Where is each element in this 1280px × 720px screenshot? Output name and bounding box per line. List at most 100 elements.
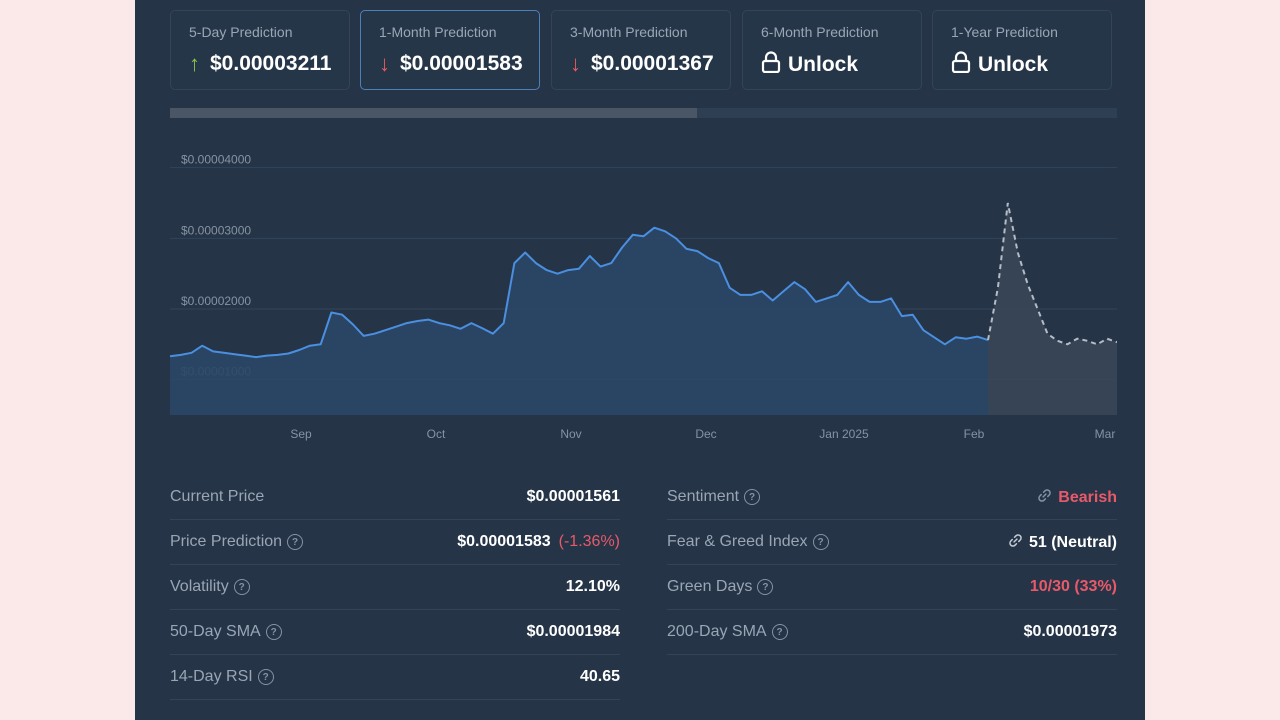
card-label: 6-Month Prediction <box>761 24 879 40</box>
x-tick-label: Feb <box>964 427 985 441</box>
card-label: 5-Day Prediction <box>189 24 293 40</box>
stat-label: Current Price <box>170 488 265 505</box>
stat-row-fear-greed-index: Fear & Greed Index? 51 (Neutral) <box>667 520 1117 565</box>
x-tick-label: Sep <box>290 427 312 441</box>
stat-label: Sentiment <box>667 488 740 505</box>
timeframe-progress-bar[interactable] <box>170 108 1117 118</box>
stat-row-current-price: Current Price $0.00001561 <box>170 475 620 520</box>
stat-label-wrap: 14-Day RSI? <box>170 668 274 686</box>
stat-value-wrap: 12.10% <box>566 578 620 596</box>
forecast-area <box>988 203 1117 415</box>
help-icon[interactable]: ? <box>287 534 304 550</box>
help-icon[interactable]: ? <box>257 669 274 685</box>
stats-left-column: Current Price $0.00001561 Price Predicti… <box>170 475 620 700</box>
x-tick-label: Dec <box>695 427 716 441</box>
arrow-down-icon: ↓ <box>379 51 390 76</box>
x-tick-label: Oct <box>427 427 446 441</box>
arrow-up-icon: ↑ <box>189 51 200 76</box>
card-value: $0.00001367 <box>591 52 714 75</box>
card-value: $0.00001583 <box>400 52 523 75</box>
sentiment-link[interactable]: Bearish <box>1037 488 1117 508</box>
stat-label-wrap: Price Prediction? <box>170 533 304 551</box>
card-label: 3-Month Prediction <box>570 24 688 40</box>
help-icon[interactable]: ? <box>233 579 250 595</box>
stat-label: Volatility <box>170 578 229 595</box>
stat-value: 40.65 <box>579 668 620 685</box>
card-label: 1-Year Prediction <box>951 24 1058 40</box>
stats-right-column: Sentiment? Bearish Fear & Greed Index? 5… <box>667 475 1117 655</box>
card-value-wrap: Unlock <box>761 51 858 79</box>
stat-row-200-day-sma: 200-Day SMA? $0.00001973 <box>667 610 1117 655</box>
card-1-month-prediction[interactable]: 1-Month Prediction ↓ $0.00001583 <box>360 10 540 90</box>
card-value-wrap: ↓ $0.00001583 <box>379 51 523 77</box>
stat-row-50-day-sma: 50-Day SMA? $0.00001984 <box>170 610 620 655</box>
help-icon[interactable]: ? <box>265 624 282 640</box>
card-1-year-prediction[interactable]: 1-Year Prediction Unlock <box>932 10 1112 90</box>
stat-label: Price Prediction <box>170 533 283 550</box>
lock-icon <box>951 51 971 79</box>
stat-value: 10/30 (33%) <box>1029 578 1117 595</box>
help-icon[interactable]: ? <box>757 579 774 595</box>
stat-row-14-day-rsi: 14-Day RSI? 40.65 <box>170 655 620 700</box>
stat-label: 14-Day RSI <box>170 668 253 685</box>
stat-row-price-prediction: Price Prediction? $0.00001583 (-1.36%) <box>170 520 620 565</box>
price-chart: $0.00004000$0.00003000$0.00002000$0.0000… <box>170 153 1117 441</box>
stat-value: $0.00001583 <box>457 533 551 550</box>
y-tick-label: $0.00003000 <box>181 223 251 237</box>
history-area <box>170 227 988 415</box>
stat-label: 200-Day SMA <box>667 623 767 640</box>
progress-fill <box>170 108 697 118</box>
stat-label-wrap: Volatility? <box>170 578 250 596</box>
stat-value: Bearish <box>1058 489 1117 506</box>
y-tick-label: $0.00004000 <box>181 153 251 167</box>
x-tick-label: Jan 2025 <box>819 427 869 441</box>
card-value: Unlock <box>788 53 859 76</box>
link-icon <box>1037 488 1052 508</box>
stat-label: Green Days <box>667 578 753 595</box>
card-value-wrap: ↓ $0.00001367 <box>570 51 714 77</box>
card-value-wrap: Unlock <box>951 51 1048 79</box>
stat-value: $0.00001984 <box>526 623 620 640</box>
card-6-month-prediction[interactable]: 6-Month Prediction Unlock <box>742 10 922 90</box>
help-icon[interactable]: ? <box>812 534 829 550</box>
card-value: Unlock <box>978 53 1049 76</box>
card-value: $0.00003211 <box>210 52 332 75</box>
stat-value: $0.00001561 <box>526 488 620 505</box>
arrow-down-icon: ↓ <box>570 51 581 76</box>
stat-label-wrap: Sentiment? <box>667 488 761 506</box>
help-icon[interactable]: ? <box>771 624 788 640</box>
help-icon[interactable]: ? <box>744 489 761 505</box>
stat-label-wrap: 50-Day SMA? <box>170 623 282 641</box>
stat-value: 12.10% <box>565 578 620 595</box>
stat-label-wrap: 200-Day SMA? <box>667 623 788 641</box>
stat-label-wrap: Fear & Greed Index? <box>667 533 829 551</box>
forecast-line <box>987 202 1117 346</box>
card-3-month-prediction[interactable]: 3-Month Prediction ↓ $0.00001367 <box>551 10 731 90</box>
stat-value-wrap: $0.00001561 <box>527 488 620 506</box>
stat-value-wrap: $0.00001973 <box>1024 623 1117 641</box>
change-percent: (-1.36%) <box>558 533 620 550</box>
stat-label: 50-Day SMA <box>170 623 261 640</box>
stat-value-wrap: 40.65 <box>580 668 620 686</box>
link-icon <box>1008 533 1023 553</box>
stat-row-volatility: Volatility? 12.10% <box>170 565 620 610</box>
card-5-day-prediction[interactable]: 5-Day Prediction ↑ $0.00003211 <box>170 10 350 90</box>
stat-label-wrap: Green Days? <box>667 578 774 596</box>
card-label: 1-Month Prediction <box>379 24 497 40</box>
stat-label-wrap: Current Price <box>170 488 264 506</box>
stat-row-green-days: Green Days? 10/30 (33%) <box>667 565 1117 610</box>
card-value-wrap: ↑ $0.00003211 <box>189 51 331 77</box>
stat-row-sentiment: Sentiment? Bearish <box>667 475 1117 520</box>
lock-icon <box>761 51 781 79</box>
x-tick-label: Mar <box>1095 427 1116 441</box>
history-line <box>170 226 989 359</box>
stat-value-wrap: $0.00001583 (-1.36%) <box>457 533 620 551</box>
fear-greed-link[interactable]: 51 (Neutral) <box>1008 533 1117 553</box>
stat-value: 51 (Neutral) <box>1028 534 1117 551</box>
x-tick-label: Nov <box>560 427 581 441</box>
stat-value-wrap: 10/30 (33%) <box>1030 578 1117 596</box>
stat-label: Fear & Greed Index <box>667 533 808 550</box>
stat-value-wrap: $0.00001984 <box>527 623 620 641</box>
y-tick-label: $0.00002000 <box>181 294 251 308</box>
stat-value: $0.00001973 <box>1023 623 1117 640</box>
